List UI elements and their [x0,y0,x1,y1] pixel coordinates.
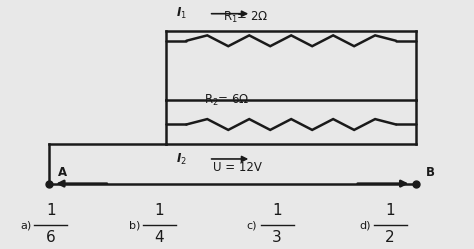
Text: 1: 1 [385,203,395,218]
Point [412,182,420,186]
Text: c): c) [246,220,257,231]
Text: R$_2$= 6Ω: R$_2$= 6Ω [204,93,250,109]
Text: I$_2$: I$_2$ [176,151,187,167]
Text: 1: 1 [272,203,282,218]
Text: R$_1$= 2Ω: R$_1$= 2Ω [223,10,268,25]
Text: 2: 2 [385,230,395,245]
Point [45,182,52,186]
Text: B: B [426,166,435,179]
Text: 1: 1 [155,203,164,218]
Text: I$_1$: I$_1$ [176,6,187,21]
Text: d): d) [359,220,371,231]
Text: A: A [58,166,67,179]
Text: a): a) [20,220,31,231]
Text: 6: 6 [46,230,56,245]
Text: 1: 1 [46,203,55,218]
Text: 3: 3 [272,230,282,245]
Text: b): b) [128,220,140,231]
Text: U = 12V: U = 12V [212,161,262,174]
Text: 4: 4 [155,230,164,245]
